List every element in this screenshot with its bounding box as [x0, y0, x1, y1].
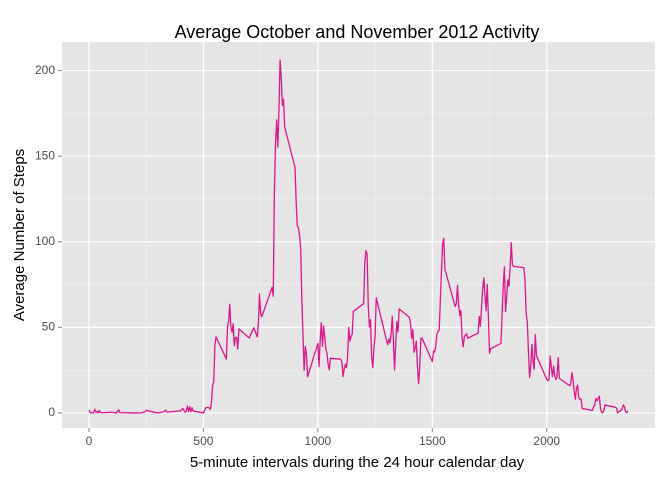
y-tick-label: 0 — [48, 405, 55, 419]
x-tick-label: 1500 — [419, 434, 446, 448]
y-tick-label: 50 — [42, 320, 56, 334]
x-tick-label: 0 — [86, 434, 93, 448]
x-tick-label: 500 — [193, 434, 213, 448]
x-tick-label: 1000 — [305, 434, 332, 448]
panel — [62, 42, 655, 428]
chart-title: Average October and November 2012 Activi… — [175, 22, 540, 42]
y-tick-label: 100 — [35, 234, 55, 248]
grid — [62, 42, 655, 428]
y-axis-label: Average Number of Steps — [11, 149, 28, 321]
y-tick-label: 200 — [35, 63, 55, 77]
data-line — [88, 59, 629, 414]
x-tick-label: 2000 — [533, 434, 560, 448]
y-tick-label: 150 — [35, 148, 55, 162]
x-axis-label: 5-minute intervals during the 24 hour ca… — [190, 454, 525, 471]
